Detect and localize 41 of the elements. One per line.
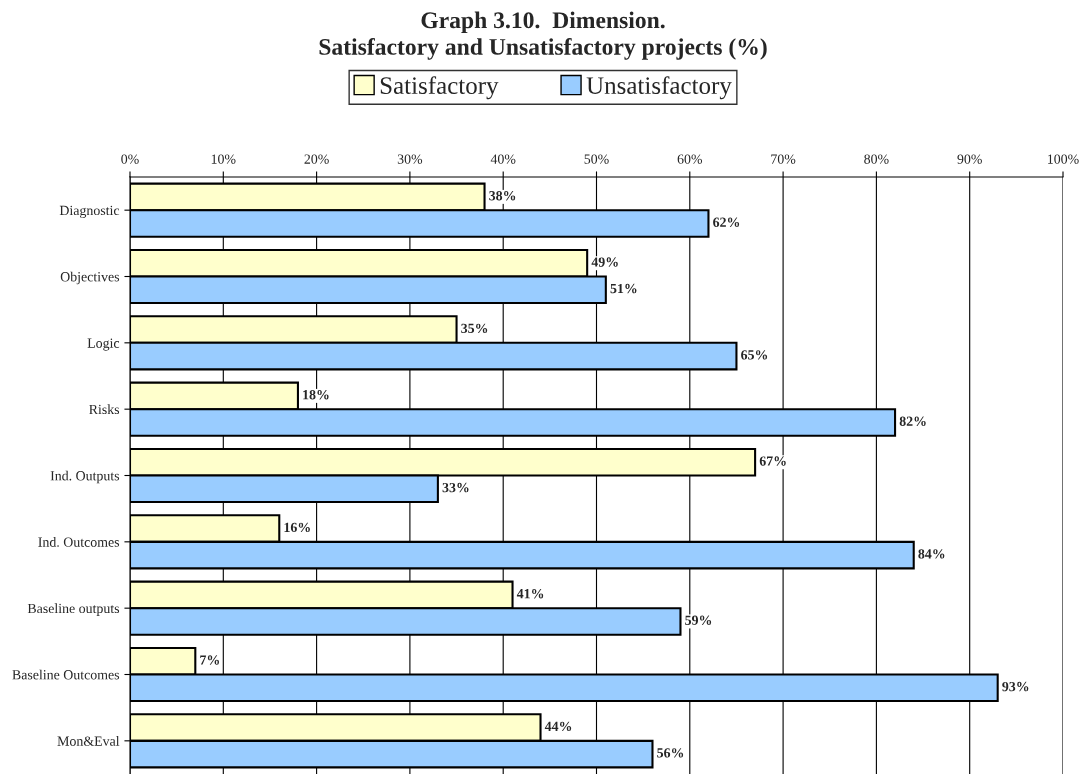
data-label: 7% [200, 655, 220, 665]
y-tick-label: Logic [87, 338, 120, 351]
x-tick-label: 40% [490, 154, 516, 164]
data-label: 82% [899, 416, 926, 426]
data-label: 33% [442, 482, 469, 493]
data-label: 62% [713, 217, 740, 227]
data-label: 51% [610, 283, 637, 294]
data-label: 41% [516, 589, 544, 599]
legend-label: Unsatisfactory [586, 76, 732, 100]
legend-label: Satisfactory [380, 76, 499, 100]
data-label: 38% [489, 191, 516, 201]
x-tick-label: 100% [1048, 154, 1079, 164]
data-label: 59% [685, 615, 712, 625]
data-label: 65% [741, 350, 768, 360]
data-label: 56% [657, 748, 684, 758]
y-tick-label: Diagnostic [59, 205, 120, 218]
x-tick-label: 80% [864, 154, 889, 164]
y-tick-label: Ind. Outcomes [38, 537, 120, 547]
chart-title: Graph 3.10. Dimension. Satisfactory and Unsatisfactory projects (%) [319, 11, 767, 60]
y-tick-label: Baseline outputs [27, 603, 120, 616]
y-tick-label: Risks [89, 404, 120, 415]
data-label: 44% [544, 721, 572, 732]
data-label: 67% [759, 456, 786, 466]
data-label: 93% [1002, 681, 1029, 692]
x-tick-label: 30% [397, 154, 423, 164]
y-tick-label: Ind. Outputs [50, 470, 120, 484]
data-label: 18% [303, 390, 329, 400]
x-tick-label: 50% [584, 154, 609, 164]
x-tick-label: 10% [211, 154, 236, 164]
x-tick-label: 60% [677, 154, 703, 164]
y-tick-label: Mon&Eval [57, 736, 120, 746]
x-tick-label: 0% [121, 154, 139, 164]
data-label: 49% [591, 257, 618, 267]
data-label: 84% [918, 549, 945, 559]
data-label: 35% [461, 323, 488, 334]
x-tick-label: 20% [304, 154, 329, 164]
y-tick-label: Baseline Outcomes [12, 669, 120, 680]
x-tick-label: 70% [771, 154, 796, 164]
y-tick-label: Objectives [60, 271, 120, 285]
data-label: 16% [284, 522, 310, 533]
x-tick-label: 90% [957, 154, 982, 164]
